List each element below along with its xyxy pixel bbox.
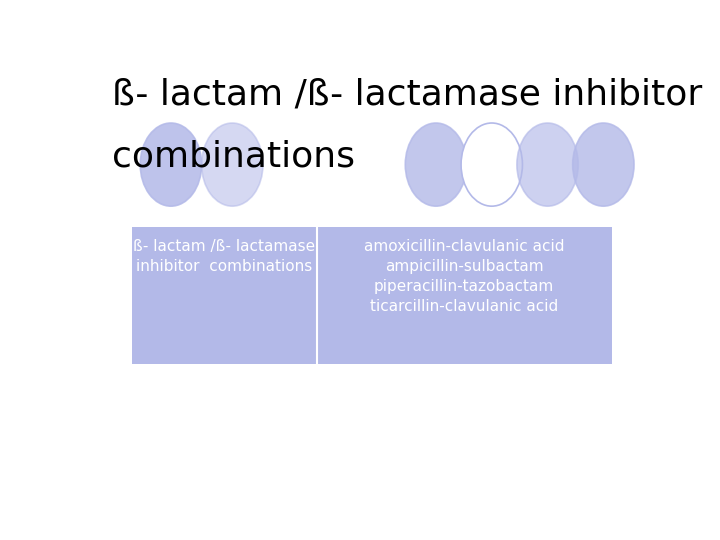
Ellipse shape [202,123,263,206]
Ellipse shape [517,123,578,206]
Ellipse shape [572,123,634,206]
Ellipse shape [140,123,202,206]
Ellipse shape [461,123,523,206]
Text: ß- lactam /ß- lactamase
inhibitor  combinations: ß- lactam /ß- lactamase inhibitor combin… [133,239,315,274]
Ellipse shape [405,123,467,206]
Text: ß- lactam /ß- lactamase inhibitor: ß- lactam /ß- lactamase inhibitor [112,77,703,111]
Text: amoxicillin-clavulanic acid
ampicillin-sulbactam
piperacillin-tazobactam
ticarci: amoxicillin-clavulanic acid ampicillin-s… [364,239,564,314]
Text: combinations: combinations [112,140,356,174]
FancyBboxPatch shape [132,227,612,364]
